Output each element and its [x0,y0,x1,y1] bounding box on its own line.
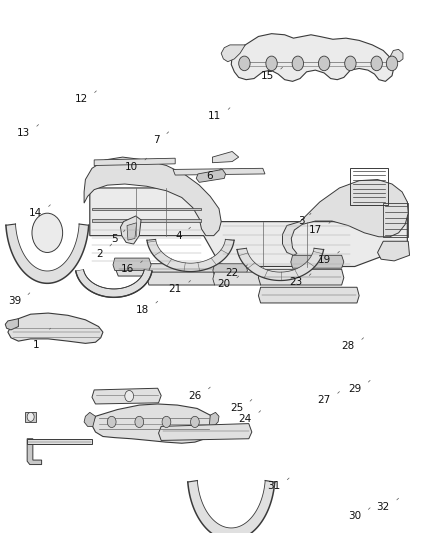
Text: 11: 11 [208,111,221,121]
Polygon shape [94,158,175,166]
Text: 21: 21 [169,284,182,294]
Polygon shape [147,272,217,285]
Polygon shape [283,180,408,255]
Text: 13: 13 [17,128,30,138]
Polygon shape [258,287,359,303]
Text: 3: 3 [298,216,304,226]
Circle shape [191,416,199,427]
Polygon shape [8,313,103,343]
Polygon shape [92,404,214,443]
Circle shape [386,56,398,71]
Polygon shape [209,413,219,426]
Circle shape [162,416,171,427]
Circle shape [135,416,144,427]
Circle shape [318,56,330,71]
Polygon shape [27,439,42,465]
Text: 1: 1 [33,340,39,350]
Polygon shape [127,223,137,240]
Polygon shape [25,413,36,422]
Polygon shape [213,272,263,285]
Polygon shape [116,264,217,276]
Polygon shape [5,319,18,330]
Text: 39: 39 [8,296,21,306]
Polygon shape [237,248,324,280]
Circle shape [27,413,34,422]
Polygon shape [147,239,234,271]
Polygon shape [188,481,275,533]
Circle shape [345,56,356,71]
Text: 22: 22 [226,268,239,278]
Text: 25: 25 [230,403,243,413]
Polygon shape [213,264,247,276]
Text: 30: 30 [348,511,361,521]
Text: 29: 29 [348,384,361,394]
Polygon shape [92,388,161,404]
Text: 5: 5 [112,234,118,244]
Text: 18: 18 [136,305,149,314]
Circle shape [32,213,63,253]
Text: 6: 6 [206,171,212,181]
Circle shape [266,56,277,71]
Text: 20: 20 [217,279,230,289]
Text: 14: 14 [28,208,42,218]
Text: 4: 4 [175,231,182,240]
Polygon shape [378,241,410,261]
Text: 26: 26 [188,391,201,400]
Polygon shape [291,255,344,268]
Polygon shape [90,188,407,266]
Polygon shape [84,413,95,426]
Circle shape [107,416,116,427]
Polygon shape [27,439,92,445]
Circle shape [239,56,250,71]
Polygon shape [159,424,252,440]
Text: 2: 2 [96,248,103,259]
Polygon shape [212,151,239,163]
Text: 19: 19 [318,255,331,265]
Polygon shape [6,224,89,284]
Polygon shape [92,207,201,211]
Circle shape [371,56,382,71]
Text: 32: 32 [377,502,390,512]
Polygon shape [120,216,141,244]
Text: 10: 10 [125,161,138,172]
Polygon shape [390,50,403,62]
Polygon shape [258,269,344,285]
Polygon shape [196,169,226,182]
Circle shape [125,391,134,402]
Text: 28: 28 [342,341,355,351]
Text: 15: 15 [261,71,274,80]
Polygon shape [84,157,221,236]
Polygon shape [76,270,152,297]
Circle shape [292,56,304,71]
Text: 24: 24 [239,414,252,424]
Text: 12: 12 [74,94,88,104]
Polygon shape [92,219,201,222]
Polygon shape [231,34,394,82]
Polygon shape [221,45,245,62]
Text: 23: 23 [289,277,302,287]
Polygon shape [173,168,265,175]
Text: 31: 31 [267,481,280,491]
Polygon shape [113,258,151,270]
Text: 27: 27 [318,395,331,405]
Text: 17: 17 [309,225,322,235]
Text: 7: 7 [153,135,160,146]
Text: 16: 16 [120,264,134,274]
